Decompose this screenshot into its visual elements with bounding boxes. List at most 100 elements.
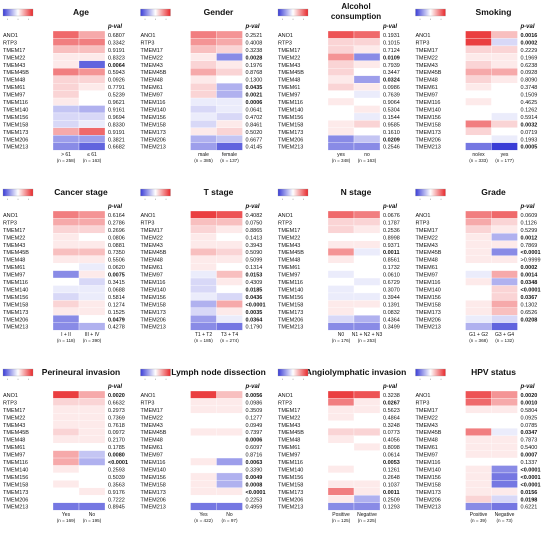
gene-label: TMEM158 [278, 482, 303, 488]
legend-tick: • [430, 17, 431, 21]
heatmap-cell [465, 428, 492, 436]
pval-value: 0.0832 [383, 310, 400, 316]
column-n: (n = 39) [471, 518, 487, 523]
gene-label: TMEM206 [141, 317, 166, 323]
column-n: (n = 163) [83, 158, 102, 163]
heatmap-cell [353, 292, 381, 301]
gene-label: TMEM173 [278, 490, 303, 496]
heatmap-cell [52, 300, 80, 308]
heatmap-cell [78, 300, 106, 308]
gene-label: TMEM17 [416, 408, 438, 414]
heatmap-cell [78, 270, 106, 279]
gene-label: TMEM206 [3, 317, 28, 323]
heatmap-cell [216, 105, 243, 114]
heatmap-cell [190, 465, 217, 474]
heatmap-cell [327, 465, 355, 474]
heatmap-cell [465, 502, 492, 511]
heatmap-cell [353, 315, 381, 323]
heatmap-cell [78, 45, 106, 54]
pval-value: 0.9694 [108, 115, 125, 121]
column-label: no/ex [472, 152, 485, 158]
pval-value: 0.3070 [383, 287, 400, 293]
gene-label: TMEM213 [141, 505, 166, 511]
gene-label: TMEM140 [416, 107, 441, 113]
pval-value: 0.9585 [383, 122, 400, 128]
pval-value: 0.4082 [246, 213, 263, 219]
gene-label: ANO1 [141, 213, 156, 219]
column-n: (n = 253) [358, 338, 377, 343]
gene-label: TMEM158 [278, 122, 303, 128]
heatmap-cell [327, 233, 355, 241]
pval-value: 0.1413 [246, 235, 263, 241]
heatmap-cell [190, 30, 217, 39]
pval-value: 0.5814 [108, 295, 125, 301]
column-n: (n = 185) [194, 338, 213, 343]
gene-label: TMEM43 [416, 63, 438, 69]
heatmap-cell [216, 322, 243, 331]
pval-value: 0.0021 [246, 93, 263, 99]
pval-value: 0.0479 [108, 317, 125, 323]
heatmap-cell [353, 112, 381, 121]
panel-t-stage: T stage • • • p-val ANO1 0.4082 RTP3 0.0750 TMEM1… [140, 187, 266, 343]
heatmap-cell [52, 495, 80, 503]
gene-label: TMEM43 [141, 423, 163, 429]
heatmap-cell [327, 495, 355, 503]
heatmap-cell [216, 75, 243, 84]
heatmap-cell [78, 450, 106, 459]
pval-value: 0.0785 [521, 423, 538, 429]
column-label: N1 + N2 + N3 [352, 332, 383, 338]
panel-hpv-status: HPV status • • • p-val ANO1 0.0020 RTP3 0.0010 TM… [415, 367, 541, 523]
heatmap-cell [491, 30, 518, 39]
heatmap-cell [78, 248, 106, 256]
heatmap-cell [190, 420, 217, 429]
heatmap-cell [465, 233, 492, 241]
heatmap-cell [216, 390, 243, 399]
pval-value: 0.0035 [246, 310, 263, 316]
heatmap-cell [190, 60, 217, 69]
pval-value: 0.6729 [383, 280, 400, 286]
heatmap-cell [52, 53, 80, 61]
panel-title: T stage [204, 187, 234, 197]
pval-value: 0.1391 [383, 302, 400, 308]
heatmap-cell [465, 398, 492, 407]
column-label: no [364, 152, 370, 158]
heatmap-cell [327, 270, 355, 279]
heatmap-cell [491, 210, 518, 219]
pval-value: 0.0002 [521, 40, 538, 46]
pval-value: 0.0928 [521, 70, 538, 76]
gene-label: TMEM17 [3, 48, 25, 54]
heatmap-cell [465, 270, 492, 279]
color-scale-legend [415, 188, 446, 197]
pval-value: 0.0208 [521, 317, 538, 323]
heatmap-cell [78, 53, 106, 61]
heatmap-cell [78, 60, 106, 69]
heatmap-cell [216, 495, 243, 503]
heatmap-cell [327, 218, 355, 227]
heatmap-cell [327, 53, 355, 61]
heatmap-cell [327, 307, 355, 316]
gene-label: TMEM213 [278, 505, 303, 511]
pval-value: 0.0881 [108, 243, 125, 249]
gene-label: TMEM116 [278, 460, 303, 466]
pval-value: 0.0063 [246, 460, 263, 466]
heatmap-cell [491, 262, 518, 271]
gene-label: TMEM158 [3, 482, 28, 488]
heatmap-cell [353, 398, 381, 407]
heatmap-cell [465, 480, 492, 488]
gene-label: ANO1 [278, 393, 293, 399]
heatmap-cell [327, 442, 355, 451]
gene-label: TMEM206 [416, 317, 441, 323]
gene-label: RTP3 [278, 40, 292, 46]
gene-label: TMEM156 [3, 475, 28, 481]
heatmap-cell [190, 480, 217, 488]
pval-value: 0.0688 [108, 287, 125, 293]
pval-value: 0.0436 [246, 295, 263, 301]
pval-value: 0.1785 [108, 445, 125, 451]
pval-value: 0.0010 [521, 400, 538, 406]
pval-value: 0.4309 [246, 280, 263, 286]
heatmap-cell [327, 390, 355, 399]
pval-value: 0.4625 [521, 100, 538, 106]
heatmap-cell [327, 480, 355, 488]
pval-value: 0.1509 [521, 93, 538, 99]
panel-age: Age • • • p-val ANO1 0.6807 RTP3 0.3342 TMEM17 0.9… [2, 7, 126, 163]
